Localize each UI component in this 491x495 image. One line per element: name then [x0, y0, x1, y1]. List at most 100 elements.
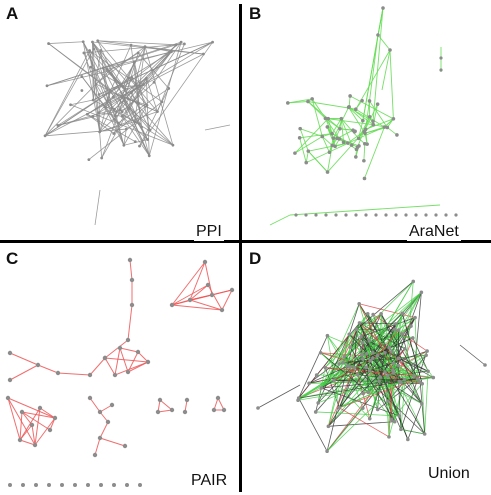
network-node	[286, 101, 290, 105]
network-node	[374, 213, 378, 217]
network-edge	[37, 364, 59, 374]
network-node	[144, 76, 148, 80]
network-node	[184, 397, 190, 403]
network-node	[88, 49, 92, 52]
network-edge	[125, 84, 144, 90]
network-edge	[340, 118, 353, 146]
network-node	[137, 102, 141, 106]
network-edge	[131, 77, 148, 106]
network-node	[325, 170, 330, 174]
network-node	[363, 131, 367, 136]
network-node	[113, 114, 117, 118]
network-edge	[356, 281, 414, 330]
network-node	[341, 140, 346, 145]
network-edge	[94, 189, 101, 226]
network-edge	[377, 355, 426, 435]
network-node	[129, 302, 135, 308]
network-edge	[104, 357, 116, 376]
network-node	[338, 126, 342, 131]
horizontal-divider	[0, 240, 491, 243]
network-edge	[388, 379, 405, 437]
network-node	[391, 368, 395, 372]
network-edge	[82, 41, 113, 108]
network-node	[323, 116, 328, 121]
network-edge	[39, 407, 56, 419]
network-node	[125, 483, 129, 487]
network-node	[319, 386, 324, 390]
network-node	[297, 136, 302, 140]
network-edge	[221, 289, 233, 311]
network-node	[96, 39, 100, 43]
network-node	[157, 397, 163, 403]
network-node	[409, 324, 413, 328]
network-node	[117, 345, 123, 351]
network-node	[155, 409, 161, 415]
network-node	[205, 282, 211, 288]
network-edge	[44, 49, 95, 136]
network-edge	[148, 41, 182, 156]
network-node	[387, 435, 391, 439]
network-node	[360, 352, 364, 357]
network-edge	[311, 98, 323, 137]
network-node	[416, 377, 420, 381]
network-node	[371, 356, 375, 360]
network-node	[483, 363, 487, 367]
network-node	[363, 127, 368, 132]
network-node	[364, 365, 369, 370]
network-edge	[157, 43, 185, 112]
network-node	[91, 98, 95, 102]
network-node	[133, 140, 137, 144]
network-node	[402, 347, 407, 351]
network-node	[395, 133, 399, 137]
network-node	[129, 91, 133, 95]
network-edge	[359, 303, 416, 319]
network-node	[337, 362, 341, 366]
network-node	[422, 432, 427, 436]
network-edge	[44, 50, 90, 136]
network-edge	[99, 437, 126, 447]
network-node	[80, 75, 84, 78]
network-edge	[384, 118, 394, 128]
network-node	[138, 144, 141, 148]
network-node	[362, 176, 367, 181]
panel-label-pair: PAIR	[189, 472, 230, 490]
network-node	[365, 311, 370, 316]
network-edge	[348, 106, 364, 121]
network-edge	[119, 347, 139, 353]
network-node	[354, 327, 359, 332]
network-edge	[144, 46, 174, 146]
network-node	[361, 118, 365, 123]
network-node	[105, 419, 111, 425]
network-edge	[347, 317, 416, 367]
network-edge	[333, 107, 349, 139]
network-node	[371, 312, 375, 317]
network-node	[337, 405, 342, 410]
network-node	[174, 43, 178, 47]
network-node	[414, 213, 418, 217]
network-node	[310, 97, 314, 101]
network-node	[325, 125, 330, 129]
network-edge	[45, 128, 127, 137]
network-node	[127, 257, 133, 263]
network-node	[160, 100, 164, 104]
network-node	[400, 332, 404, 336]
network-node	[86, 483, 90, 487]
network-node	[424, 213, 428, 217]
network-node	[307, 381, 311, 386]
network-edge	[145, 78, 150, 156]
network-node	[304, 213, 308, 217]
network-node	[294, 213, 298, 217]
network-node	[325, 449, 329, 454]
network-edge	[357, 353, 368, 375]
network-node	[367, 338, 372, 343]
network-edge	[298, 378, 418, 399]
network-edge	[104, 339, 129, 359]
network-node	[337, 137, 342, 141]
network-node	[120, 94, 123, 98]
network-edge	[348, 95, 351, 107]
panel-letter-b: B	[249, 4, 262, 23]
network-edge	[57, 372, 91, 376]
network-node	[187, 297, 193, 303]
network-node	[375, 407, 380, 412]
network-node	[376, 33, 380, 37]
